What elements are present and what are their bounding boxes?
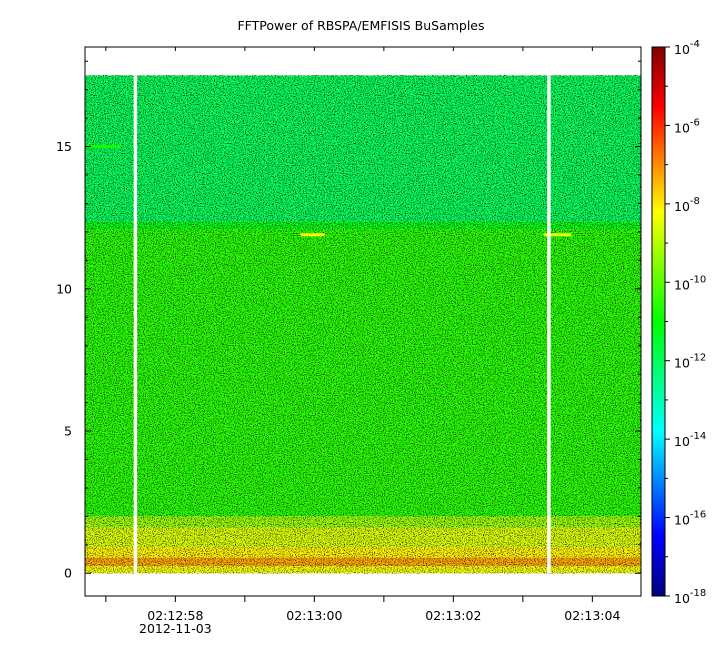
colorbar-tick-label: 10-8 (674, 196, 700, 214)
x-tick-sublabel: 2012-11-03 (139, 621, 212, 636)
colorbar-tick-exponent: -8 (690, 196, 700, 207)
spectrogram-feature-line (300, 233, 325, 237)
colorbar-tick-label: 10-6 (674, 117, 700, 135)
y-tick-label: 0 (64, 566, 72, 581)
x-tick-label: 02:12:58 (147, 608, 203, 623)
y-tick-label: 5 (64, 424, 72, 439)
spectrogram-features (85, 145, 572, 237)
colorbar-tick-label: 10-16 (674, 510, 706, 528)
colorbar-gradient (651, 46, 666, 597)
colorbar-tick-label: 10-10 (674, 274, 706, 292)
colorbar-tick-label: 10-14 (674, 431, 706, 449)
data-gaps (133, 75, 551, 574)
spectrogram-noise-warm (85, 75, 641, 574)
colorbar: 10-4 10-6 10-8 10-10 10-12 10-14 10-16 10-18 (651, 39, 706, 606)
colorbar-ticks: 10-4 10-6 10-8 10-10 10-12 10-14 10-16 10-18 (665, 39, 706, 606)
colorbar-tick-label: 10-18 (674, 588, 706, 606)
chart-title: FFTPower of RBSPA/EMFISIS BuSamples (237, 18, 484, 33)
y-tick-label: 10 (56, 281, 72, 296)
data-gap (133, 75, 138, 574)
colorbar-tick-exponent: -18 (690, 588, 706, 599)
spectrogram-feature-line (543, 233, 572, 237)
spectrogram-feature-line (85, 145, 120, 149)
colorbar-tick-label: 10-4 (674, 39, 700, 57)
data-gap (547, 75, 551, 574)
plot-frame (84, 46, 642, 597)
y-axis: 0 5 10 15 (56, 60, 641, 581)
x-tick-label: 02:13:02 (425, 608, 481, 623)
y-tick-label: 15 (56, 139, 72, 154)
x-tick-label: 02:13:04 (564, 608, 620, 623)
colorbar-tick-exponent: -14 (690, 431, 706, 442)
colorbar-tick-exponent: -12 (690, 353, 706, 364)
colorbar-tick-exponent: -16 (690, 510, 706, 521)
colorbar-tick-label: 10-12 (674, 353, 706, 371)
colorbar-tick-exponent: -4 (690, 39, 700, 50)
colorbar-tick-exponent: -10 (690, 274, 706, 285)
colorbar-tick-exponent: -6 (690, 117, 700, 128)
x-tick-label: 02:13:00 (286, 608, 342, 623)
